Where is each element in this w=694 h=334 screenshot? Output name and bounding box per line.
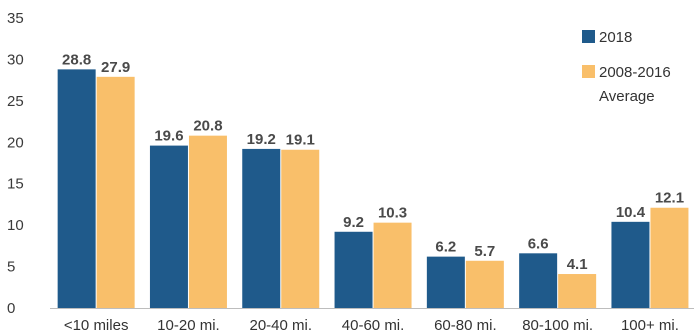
- data-label: 6.6: [528, 235, 549, 252]
- bar-series-2: [650, 207, 689, 308]
- legend-label: Average: [599, 88, 655, 105]
- bar-series-2: [558, 274, 597, 308]
- y-tick-label: 20: [7, 134, 24, 151]
- data-label: 10.4: [616, 204, 646, 221]
- x-category-label: 40-60 mi.: [342, 317, 405, 334]
- bar-series-1: [426, 256, 465, 308]
- data-label: 28.8: [62, 51, 91, 68]
- bar-series-1: [611, 221, 650, 308]
- y-tick-label: 35: [7, 10, 24, 27]
- bar-series-1: [519, 253, 558, 308]
- data-label: 10.3: [378, 205, 407, 222]
- data-label: 12.1: [655, 190, 684, 207]
- y-tick-label: 5: [7, 259, 15, 276]
- bar-series-1: [242, 148, 281, 308]
- data-label: 19.6: [154, 128, 183, 145]
- x-category-label: 20-40 mi.: [249, 317, 312, 334]
- y-axis-ticks: 0 5 10 15 20 25 30 35: [7, 10, 24, 317]
- y-tick-label: 30: [7, 51, 24, 68]
- x-axis-category-labels: <10 miles 10-20 mi. 20-40 mi. 40-60 mi. 60-8…: [64, 317, 679, 334]
- bar-series-1: [149, 145, 188, 308]
- y-tick-label: 0: [7, 300, 15, 317]
- data-label: 19.2: [247, 131, 276, 148]
- bar-series-2: [465, 260, 504, 308]
- legend-swatch: [582, 30, 595, 43]
- x-category-label: 100+ mi.: [621, 317, 679, 334]
- bar-series-2: [373, 222, 412, 308]
- bar-series-2: [188, 135, 227, 308]
- bars-group: [57, 69, 689, 308]
- data-label: 4.1: [567, 256, 588, 273]
- x-category-label: <10 miles: [64, 317, 129, 334]
- x-category-label: 80-100 mi.: [522, 317, 593, 334]
- bar-series-1: [334, 231, 373, 308]
- data-label: 27.9: [101, 59, 130, 76]
- legend-swatch: [582, 65, 595, 78]
- x-category-label: 10-20 mi.: [157, 317, 220, 334]
- y-tick-label: 15: [7, 176, 24, 193]
- x-category-label: 60-80 mi.: [434, 317, 497, 334]
- legend: 2018 2008-2016 Average: [582, 29, 671, 105]
- data-label: 6.2: [435, 239, 456, 256]
- data-label: 5.7: [474, 243, 495, 260]
- bar-series-2: [96, 76, 135, 308]
- data-labels-group: 28.8 27.9 19.6 20.8 19.2 19.1 9.2 10.3 6.2 5.7 6.6…: [62, 51, 684, 273]
- bar-series-1: [57, 69, 96, 308]
- bar-series-2: [281, 149, 320, 308]
- data-label: 19.1: [286, 132, 315, 149]
- y-tick-label: 10: [7, 217, 24, 234]
- legend-label: 2018: [599, 29, 632, 46]
- data-label: 9.2: [343, 214, 364, 231]
- data-label: 20.8: [193, 118, 222, 135]
- legend-label: 2008-2016: [599, 64, 671, 81]
- y-tick-label: 25: [7, 93, 24, 110]
